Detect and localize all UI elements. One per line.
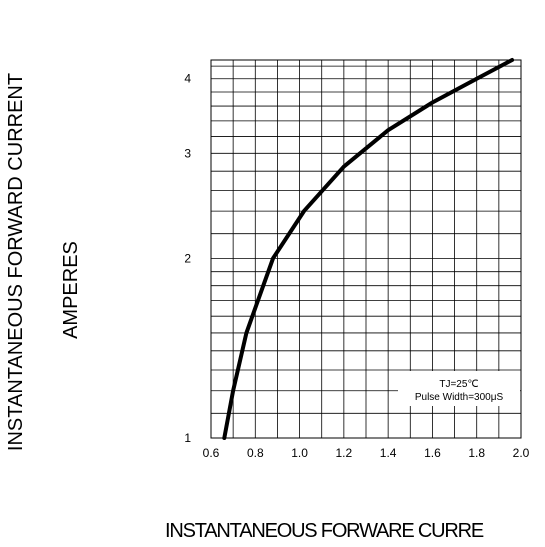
annotation-box	[398, 371, 520, 406]
chart-grid	[211, 60, 521, 438]
x-tick-label: 2.0	[513, 446, 530, 460]
y-tick-label: 4	[184, 72, 191, 86]
x-tick-label: 0.6	[203, 446, 220, 460]
x-tick-label: 1.4	[380, 446, 397, 460]
plot-frame	[210, 59, 522, 439]
x-tick-label: 1.8	[468, 446, 485, 460]
y-tick-label: 3	[184, 146, 191, 160]
y-tick-labels: 1 2 3 4	[184, 72, 191, 445]
x-tick-label: 1.6	[424, 446, 441, 460]
x-tick-label: 1.2	[336, 446, 353, 460]
annotation-pulse-width: Pulse Width=300μS	[415, 392, 504, 403]
y-axis-label-unit: AMPERES	[60, 241, 82, 339]
y-tick-label: 1	[184, 431, 191, 445]
x-tick-label: 0.8	[247, 446, 264, 460]
forward-current-curve	[222, 58, 515, 440]
x-tick-label: 1.0	[291, 446, 308, 460]
x-tick-labels: 0.6 0.8 1.0 1.2 1.4 1.6 1.8 2.0	[203, 446, 530, 460]
y-tick-label: 2	[184, 251, 191, 265]
x-axis-label: INSTANTANEOUS FORWARE CURRE	[165, 520, 484, 542]
annotation-temperature: TJ=25℃	[439, 379, 478, 390]
y-axis-label: INSTANTANEOUS FORWARD CURRENT	[5, 73, 27, 451]
